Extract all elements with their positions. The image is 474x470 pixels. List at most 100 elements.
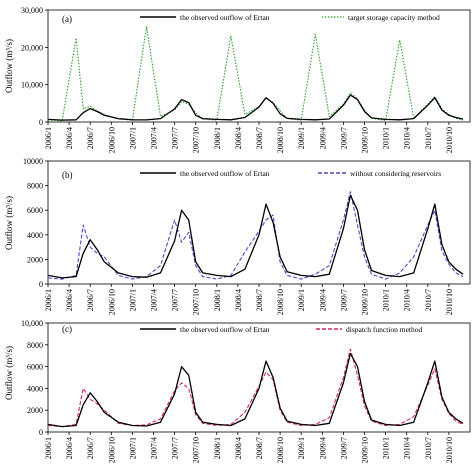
panel-c-x-tick-label: 2009/4	[318, 437, 327, 459]
panel-b-legend-without-label: without considering reservoirs	[350, 169, 441, 178]
panel-a-plot-area: 0 10,000 20,000 30,000 2006/1 2006/4 2006/7 200…	[21, 6, 471, 153]
panel-c-y-tick-label: 10,000	[21, 319, 43, 328]
panel-a-legend-target-label: target storage capacity method	[348, 13, 440, 22]
panel-b-y-tick-label: 10000	[23, 157, 43, 166]
panel-a-series-observed-line	[47, 94, 464, 121]
panel-a-x-tick-label: 2008/1	[213, 127, 222, 149]
panel-c-x-tick-label: 2007/7	[171, 437, 180, 459]
panel-b-x-tick-label: 2008/4	[234, 289, 243, 311]
panel-c-x-tick-label: 2008/10	[276, 437, 285, 463]
panel-a-x-tick-label: 2010/10	[445, 127, 454, 153]
panel-c-frame	[47, 322, 471, 433]
panel-b-x-tick-label: 2006/7	[86, 289, 95, 311]
panel-c-x-tick-label: 2009/7	[339, 437, 348, 459]
panel-a-y-axis-label: Outflow (m³/s)	[4, 39, 14, 93]
panel-a-y-tick-label: 30,000	[21, 6, 43, 15]
panel-b-x-tick-label: 2010/4	[403, 289, 412, 311]
panel-b-x-tick-label: 2010/7	[424, 289, 433, 311]
panel-c-x-tick-label: 2007/10	[192, 437, 201, 463]
panel-a-x-tick-label: 2006/1	[44, 127, 53, 149]
panel-c-x-tick-label: 2010/7	[424, 437, 433, 459]
panel-b-plot-area: 0 2000 4000 6000 8000 10000 2006/1 2006/4 2006/7…	[23, 157, 471, 315]
panel-a-x-tick-label: 2010/4	[403, 127, 412, 149]
panel-a-x-tick-label: 2009/1	[297, 127, 306, 149]
panel-c-plot-area: 0 2000 4000 6000 8000 10,000 2006/1 2006/4 2006/…	[21, 319, 471, 463]
panel-b-legend: the observed outflow of Ertan without co…	[140, 169, 441, 178]
panel-a-x-tick-label: 2008/10	[276, 127, 285, 153]
panel-b-x-tick-label: 2007/1	[128, 289, 137, 311]
panel-c-label: (c)	[62, 324, 72, 334]
panel-b-y-axis-label: Outflow (m³/s)	[4, 196, 14, 250]
panel-a-x-tick-label: 2007/4	[150, 127, 159, 149]
panel-a-y-tick-label: 0	[39, 118, 43, 127]
panel-b-series-observed-line	[47, 194, 464, 279]
panel-a-x-tick-label: 2006/10	[107, 127, 116, 153]
panel-c-series-dispatch-line	[47, 348, 464, 428]
panel-c-x-tick-label: 2006/4	[65, 437, 74, 459]
panel-b-x-tick-label: 2009/4	[318, 289, 327, 311]
panel-a-x-tick-label: 2009/7	[339, 127, 348, 149]
panel-a-x-tick-label: 2006/4	[65, 127, 74, 149]
panel-b-x-tick-label: 2007/10	[192, 289, 201, 315]
panel-b-x-tick-label: 2009/1	[297, 289, 306, 311]
panel-b-x-tick-label: 2010/10	[445, 289, 454, 315]
panel-a-label: (a)	[62, 14, 72, 24]
panel-c-y-axis-label: Outflow (m³/s)	[4, 346, 14, 400]
panel-a: Outflow (m³/s) 0 10,000 20,000 30,000 2006/1…	[4, 6, 471, 153]
panel-c-legend-observed-label: the observed outflow of Ertan	[180, 325, 270, 334]
panel-b-x-tick-label: 2008/1	[213, 289, 222, 311]
panel-c-x-tick-label: 2009/1	[297, 437, 306, 459]
panel-c-x-tick-label: 2006/1	[44, 437, 53, 459]
panel-c-x-tick-label: 2008/4	[234, 437, 243, 459]
panel-a-legend: the observed outflow of Ertan target sto…	[140, 13, 440, 22]
panel-a-x-tick-label: 2007/7	[171, 127, 180, 149]
panel-a-frame	[47, 9, 471, 123]
panel-c-legend-dispatch-label: dispatch function method	[346, 325, 422, 334]
panel-c-x-tick-label: 2009/10	[361, 437, 370, 463]
panel-a-x-tick-label: 2008/7	[255, 127, 264, 149]
panel-c-x-tick-label: 2010/10	[445, 437, 454, 463]
panel-c-x-tick-label: 2007/4	[150, 437, 159, 459]
panel-a-y-tick-label: 20,000	[21, 43, 43, 52]
panel-c: Outflow (m³/s) 0 2000 4000 6000 8000 10,000 20…	[4, 319, 471, 463]
panel-a-x-tick-label: 2006/7	[86, 127, 95, 149]
panel-a-x-tick-label: 2010/1	[382, 127, 391, 149]
panel-b-x-tick-label: 2007/4	[150, 289, 159, 311]
panel-a-x-tick-label: 2008/4	[234, 127, 243, 149]
panel-b-x-tick-label: 2006/4	[65, 289, 74, 311]
panel-b-x-tick-label: 2010/1	[382, 289, 391, 311]
panel-a-x-tick-label: 2009/4	[318, 127, 327, 149]
panel-b-x-tick-label: 2006/1	[44, 289, 53, 311]
panel-a-x-tick-label: 2009/10	[361, 127, 370, 153]
panel-c-x-tick-label: 2008/1	[213, 437, 222, 459]
panel-c-x-tick-label: 2008/7	[255, 437, 264, 459]
panel-a-x-tick-label: 2010/7	[424, 127, 433, 149]
panel-b-x-tick-label: 2009/10	[361, 289, 370, 315]
panel-a-legend-observed-label: the observed outflow of Ertan	[180, 13, 270, 22]
panel-c-series-observed-line	[47, 352, 464, 428]
panel-b-y-tick-label: 2000	[27, 255, 43, 264]
panel-b-y-tick-label: 8000	[27, 182, 43, 191]
panel-c-legend: the observed outflow of Ertan dispatch f…	[140, 325, 422, 334]
panel-a-y-tick-label: 10,000	[21, 81, 43, 90]
panel-b-legend-observed-label: the observed outflow of Ertan	[180, 169, 270, 178]
panel-b: Outflow (m³/s) 0 2000 4000 6000 8000 10000 200…	[4, 157, 471, 315]
panel-a-x-tick-label: 2007/1	[128, 127, 137, 149]
panel-b-x-tick-label: 2007/7	[171, 289, 180, 311]
panel-c-x-tick-label: 2010/4	[403, 437, 412, 459]
panel-a-series-target_storage-line	[47, 26, 464, 122]
panel-b-x-tick-label: 2006/10	[107, 289, 116, 315]
panel-c-x-tick-label: 2010/1	[382, 437, 391, 459]
panel-b-x-tick-label: 2009/7	[339, 289, 348, 311]
panel-c-y-tick-label: 8000	[27, 341, 43, 350]
panel-b-y-tick-label: 6000	[27, 206, 43, 215]
panel-b-x-tick-label: 2008/10	[276, 289, 285, 315]
panel-a-x-tick-label: 2007/10	[192, 127, 201, 153]
panel-c-y-tick-label: 0	[39, 428, 43, 437]
panel-b-x-tick-label: 2008/7	[255, 289, 264, 311]
panel-c-y-tick-label: 6000	[27, 363, 43, 372]
panel-b-label: (b)	[62, 170, 73, 180]
panel-c-x-tick-label: 2006/10	[107, 437, 116, 463]
panel-c-x-tick-label: 2006/7	[86, 437, 95, 459]
